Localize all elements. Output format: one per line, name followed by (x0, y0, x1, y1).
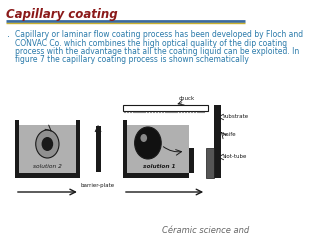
Text: barrier-plate: barrier-plate (81, 183, 115, 188)
Bar (76, 120, 80, 178)
Text: solution 2: solution 2 (33, 163, 62, 168)
Text: figure 7 the capillary coating process is shown schematically: figure 7 the capillary coating process i… (15, 55, 249, 65)
Text: Capillary coating: Capillary coating (6, 8, 117, 21)
Text: substrate: substrate (223, 114, 249, 120)
Bar (214, 105, 221, 178)
Bar (206, 148, 214, 178)
Bar (123, 173, 189, 178)
Text: CONVAC Co. which combines the high optical quality of the dip coating: CONVAC Co. which combines the high optic… (15, 38, 287, 48)
Circle shape (36, 130, 59, 158)
Text: process with the advantage that all the coating liquid can be exploited. In: process with the advantage that all the … (15, 47, 299, 56)
Bar (127, 125, 189, 173)
Bar (96, 126, 100, 172)
Bar (189, 148, 194, 173)
Text: Céramic science and: Céramic science and (162, 226, 249, 235)
Text: Capillary or laminar flow coating process has been developed by Floch and: Capillary or laminar flow coating proces… (15, 30, 303, 39)
Text: solution 1: solution 1 (143, 163, 176, 168)
Text: chuck: chuck (179, 96, 195, 101)
Text: knife: knife (223, 132, 236, 138)
Text: slot-tube: slot-tube (223, 155, 247, 160)
Bar (19, 125, 76, 173)
Circle shape (140, 134, 147, 142)
Circle shape (135, 127, 161, 159)
Bar (123, 120, 127, 178)
Bar (123, 105, 208, 111)
Bar (15, 173, 80, 178)
Text: ·: · (7, 32, 10, 42)
Circle shape (42, 137, 53, 151)
Bar (15, 120, 19, 178)
